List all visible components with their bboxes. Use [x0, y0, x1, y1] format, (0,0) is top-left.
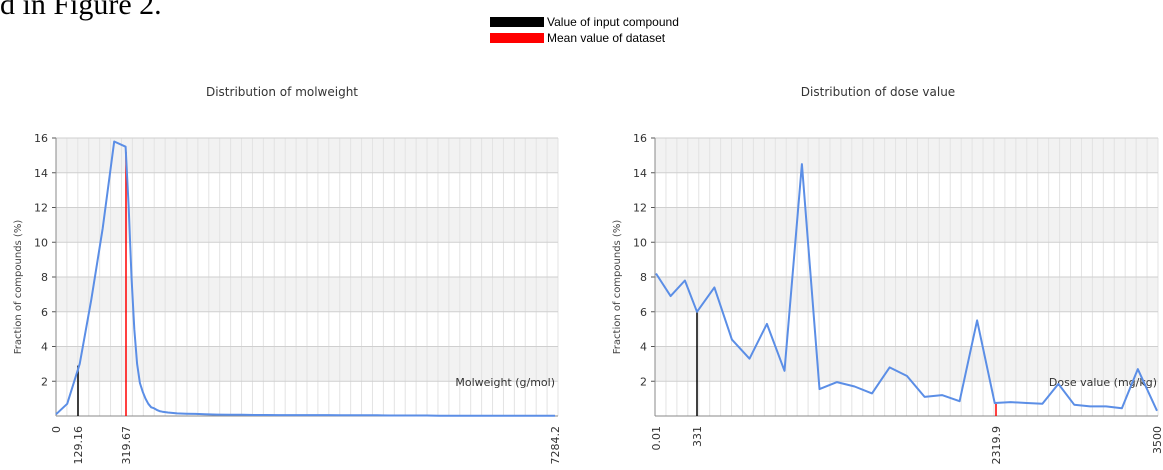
- chart2-y-tick-label: 12: [633, 202, 647, 215]
- page-text-fragment: d in Figure 2.: [0, 0, 162, 21]
- chart1-series-line: [55, 140, 555, 417]
- legend-label-input: Value of input compound: [547, 15, 679, 29]
- chart1-x-tick-label: 129.16: [72, 426, 85, 465]
- chart1-y-tick-label: 2: [41, 375, 48, 388]
- legend-label-mean: Mean value of dataset: [547, 31, 666, 45]
- chart1-y-tick-label: 16: [34, 132, 48, 145]
- chart1-y-tick-label: 8: [41, 271, 48, 284]
- chart2-x-tick-label: 331: [691, 426, 704, 447]
- legend-swatch-input: [490, 17, 544, 27]
- chart2-y-tick-label: 14: [633, 167, 647, 180]
- chart2-y-tick-label: 16: [633, 132, 647, 145]
- chart2-title: Distribution of dose value: [801, 85, 955, 99]
- chart1-x-axis-label: Molweight (g/mol): [455, 376, 555, 389]
- chart1-x-tick-label: 0: [50, 426, 63, 433]
- chart2-x-tick-label: 2319.9: [990, 426, 1003, 465]
- chart2-y-tick-label: 8: [640, 271, 647, 284]
- chart1-y-tick-label: 14: [34, 167, 48, 180]
- chart2-y-tick-label: 10: [633, 236, 647, 249]
- chart2-y-tick-label: 6: [640, 306, 647, 319]
- chart1-y-axis-label: Fraction of compounds (%): [13, 220, 24, 355]
- legend-swatch-mean: [490, 33, 544, 43]
- chart2-x-tick-label: 3500: [1151, 426, 1163, 454]
- chart1-y-tick-label: 6: [41, 306, 48, 319]
- legend-item-input: Value of input compound: [490, 14, 679, 30]
- legend-item-mean: Mean value of dataset: [490, 30, 679, 46]
- chart1-y-tick-label: 12: [34, 202, 48, 215]
- chart1-y-tick-label: 10: [34, 236, 48, 249]
- chart2-y-axis-label: Fraction of compounds (%): [612, 220, 623, 355]
- chart-legend: Value of input compound Mean value of da…: [490, 14, 679, 46]
- chart1-x-tick-label: 319.67: [120, 426, 133, 465]
- chart1-x-tick-label: 7284.2: [549, 426, 562, 465]
- chart1-y-tick-label: 4: [41, 341, 48, 354]
- chart2-series-line: [655, 163, 1158, 412]
- chart1-title: Distribution of molweight: [206, 85, 358, 99]
- chart2-y-tick-label: 2: [640, 375, 647, 388]
- chart2-x-tick-label: 0.01: [650, 426, 663, 451]
- chart2-y-tick-label: 4: [640, 341, 647, 354]
